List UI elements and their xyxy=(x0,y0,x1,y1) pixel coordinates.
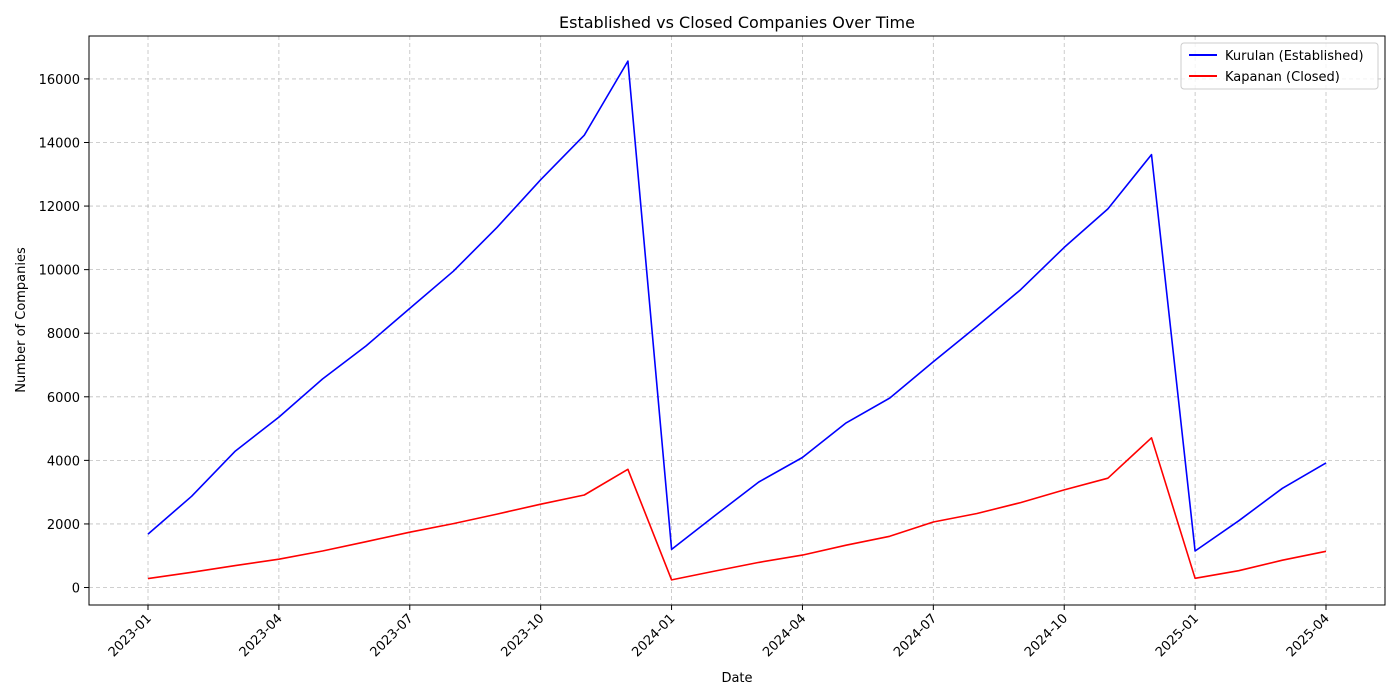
y-tick-label: 2000 xyxy=(47,518,80,533)
y-tick-label: 0 xyxy=(72,582,80,597)
x-tick-label: 2024-04 xyxy=(760,611,809,660)
y-tick-label: 12000 xyxy=(39,200,80,215)
x-tick-label: 2024-10 xyxy=(1022,611,1071,660)
x-tick-label: 2023-01 xyxy=(106,611,155,660)
x-tick-label: 2024-07 xyxy=(891,611,940,660)
y-axis-title: Number of Companies xyxy=(14,247,29,393)
y-tick-label: 4000 xyxy=(47,454,80,469)
grid-lines xyxy=(89,36,1385,605)
y-tick-label: 10000 xyxy=(39,264,80,279)
y-tick-label: 14000 xyxy=(39,136,80,151)
plot-frame xyxy=(88,35,1386,606)
chart-title: Established vs Closed Companies Over Tim… xyxy=(559,13,915,32)
y-tick-label: 8000 xyxy=(47,327,80,342)
x-axis-title: Date xyxy=(721,671,752,686)
legend-box xyxy=(1180,42,1379,90)
x-tick-label: 2023-10 xyxy=(498,611,547,660)
legend: Kurulan (Established) Kapanan (Closed) xyxy=(1180,42,1379,90)
legend-label-closed: Kapanan (Closed) xyxy=(1225,70,1340,85)
x-tick-label: 2024-01 xyxy=(629,611,678,660)
plot-background xyxy=(89,36,1385,605)
x-axis-ticks: 2023-01 2023-04 2023-07 2023-10 2024-01 2024-… xyxy=(106,605,1333,660)
x-tick-label: 2025-04 xyxy=(1284,611,1333,660)
series-line-established xyxy=(147,60,1327,552)
x-tick-label: 2023-04 xyxy=(237,611,286,660)
series-lines xyxy=(147,60,1327,581)
x-tick-label: 2023-07 xyxy=(368,611,417,660)
y-tick-label: 6000 xyxy=(47,391,80,406)
series-line-closed xyxy=(147,436,1327,581)
x-tick-label: 2025-01 xyxy=(1153,611,1202,660)
y-tick-label: 16000 xyxy=(39,73,80,88)
y-axis-ticks: 0 2000 4000 6000 8000 10000 12000 14000 16000 xyxy=(39,73,89,597)
legend-label-established: Kurulan (Established) xyxy=(1225,49,1364,64)
